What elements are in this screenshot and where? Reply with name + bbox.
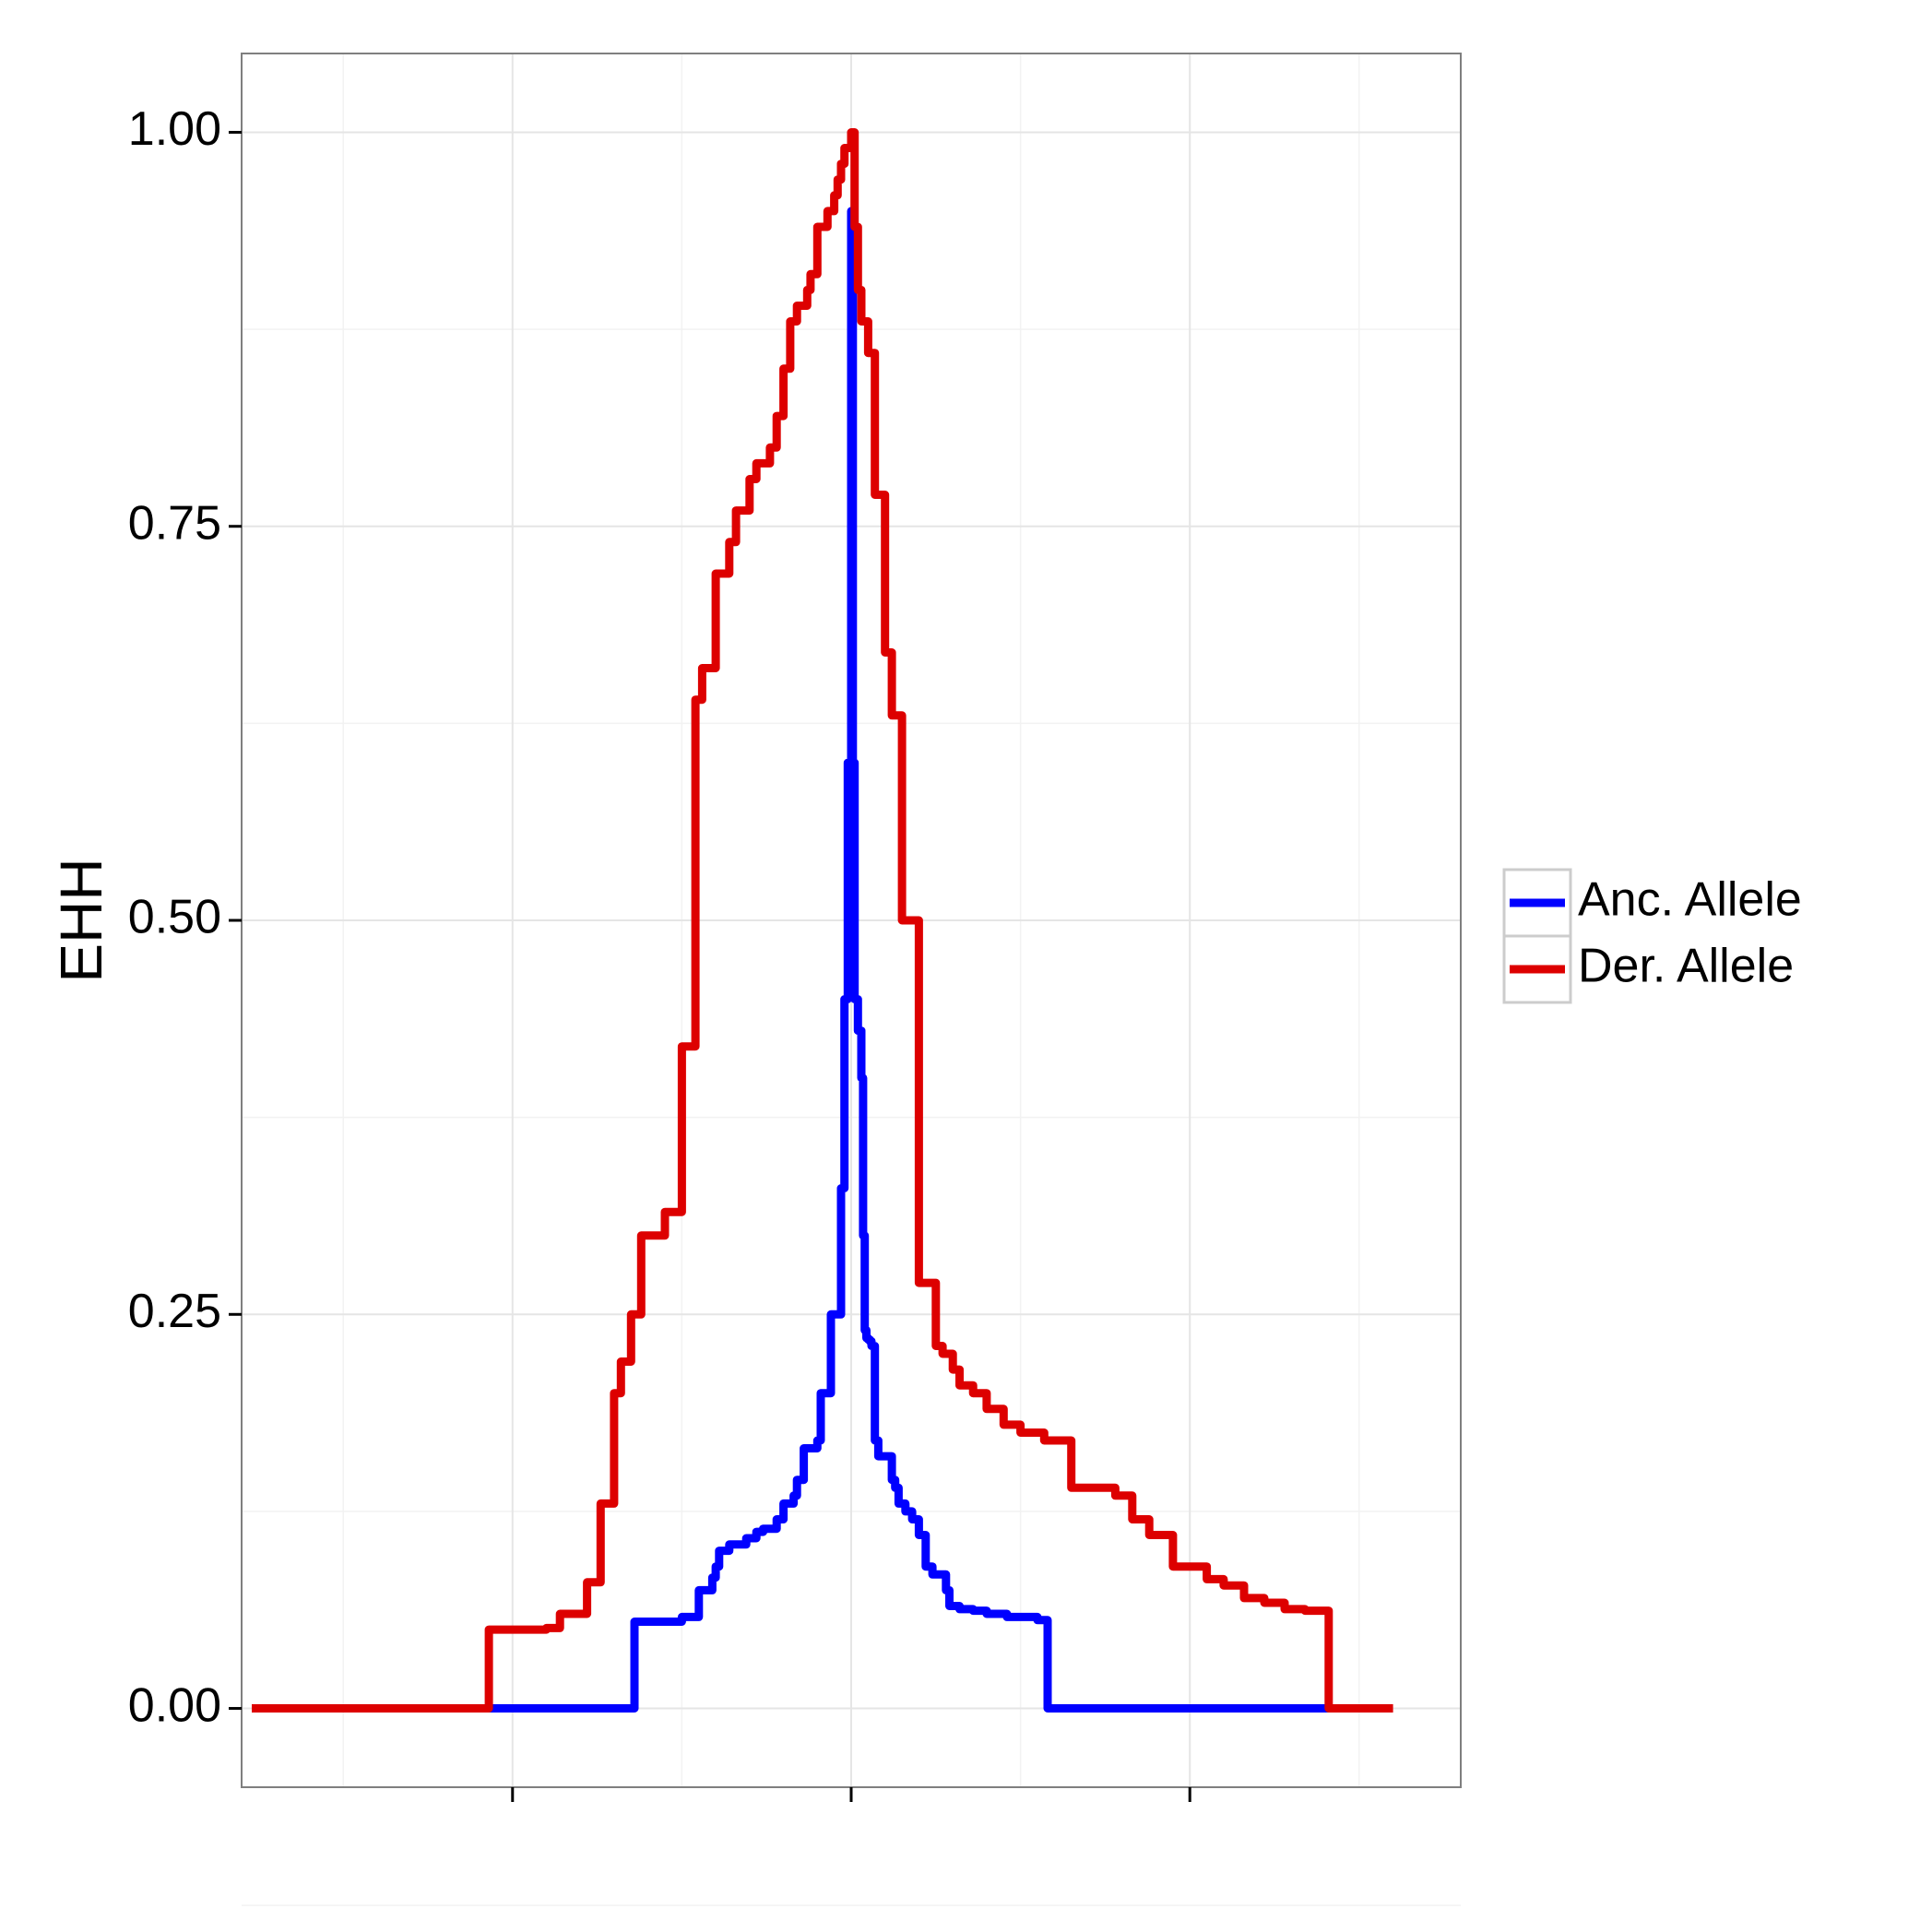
series-layer (252, 128, 1393, 1713)
series-line-der-allele (252, 128, 1393, 1713)
y-tick-label: 0.25 (128, 1285, 221, 1338)
x-axis (511, 1787, 1191, 1802)
legend-label: Der. Allele (1578, 940, 1794, 993)
y-tick-label: 0.50 (128, 891, 221, 944)
y-tick-label: 1.00 (128, 102, 221, 156)
y-axis: 0.00 0.25 0.50 0.75 1.00 (128, 102, 242, 1732)
legend: Anc. Allele Der. Allele (1502, 868, 1802, 1004)
legend-label: Anc. Allele (1578, 873, 1802, 927)
y-tick-label: 0.00 (128, 1678, 221, 1732)
y-tick-label: 0.75 (128, 496, 221, 550)
series-line-anc-allele (252, 207, 1329, 1713)
y-axis-title: EHH (48, 858, 114, 982)
